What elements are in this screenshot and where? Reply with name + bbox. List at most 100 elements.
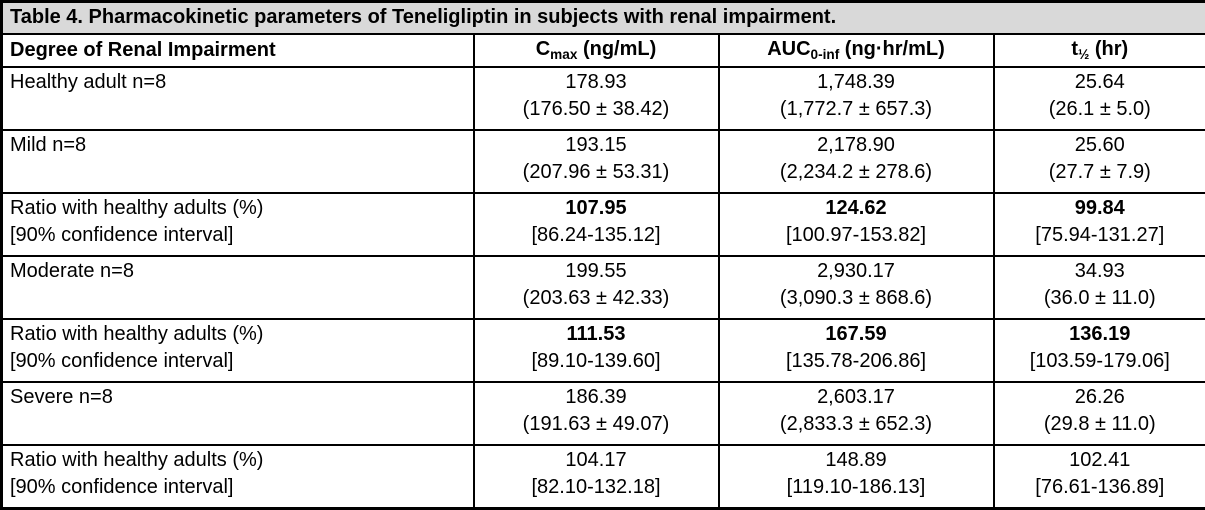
table-row: Ratio with healthy adults (%) [90% confi… [2, 445, 1205, 509]
cmax-value-cell: 178.93 (176.50 ± 38.42) [474, 67, 719, 130]
auc-value-cell: 167.59 [135.78-206.86] [719, 319, 994, 382]
cmax-pre: C [536, 38, 550, 60]
column-header-cmax: Cmax (ng/mL) [474, 34, 719, 67]
column-header-thalf: t½ (hr) [994, 34, 1205, 67]
cmax-value-cell: 107.95 [86.24-135.12] [474, 193, 719, 256]
auc-range: [119.10-186.13] [726, 474, 987, 501]
auc-value-cell: 124.62 [100.97-153.82] [719, 193, 994, 256]
auc-range: (2,833.3 ± 652.3) [726, 411, 987, 438]
cmax-range: (191.63 ± 49.07) [481, 411, 712, 438]
auc-value-cell: 148.89 [119.10-186.13] [719, 445, 994, 509]
auc-value: 2,930.17 [726, 258, 987, 285]
auc-unit: (ng·hr/mL) [839, 38, 945, 60]
cmax-range: (207.96 ± 53.31) [481, 159, 712, 186]
thalf-value-cell: 25.64 (26.1 ± 5.0) [994, 67, 1205, 130]
auc-value-cell: 1,748.39 (1,772.7 ± 657.3) [719, 67, 994, 130]
cmax-value: 111.53 [481, 321, 712, 348]
auc-value-cell: 2,603.17 (2,833.3 ± 652.3) [719, 382, 994, 445]
row-label-cell: Healthy adult n=8 [2, 67, 474, 130]
cmax-value: 107.95 [481, 195, 712, 222]
cmax-range: (203.63 ± 42.33) [481, 285, 712, 312]
row-label-line1: Moderate n=8 [10, 258, 467, 285]
row-label-cell: Severe n=8 [2, 382, 474, 445]
cmax-value-cell: 186.39 (191.63 ± 49.07) [474, 382, 719, 445]
auc-value: 124.62 [726, 195, 987, 222]
cmax-value: 186.39 [481, 384, 712, 411]
thalf-value-cell: 99.84 [75.94-131.27] [994, 193, 1205, 256]
thalf-range: [103.59-179.06] [1001, 348, 1200, 375]
thalf-range: [75.94-131.27] [1001, 222, 1200, 249]
auc-value: 148.89 [726, 447, 987, 474]
row-label-line2: [90% confidence interval] [10, 222, 467, 249]
row-label-line1: Severe n=8 [10, 384, 467, 411]
row-label-line1: Ratio with healthy adults (%) [10, 321, 467, 348]
cmax-range: [86.24-135.12] [481, 222, 712, 249]
cmax-value-cell: 104.17 [82.10-132.18] [474, 445, 719, 509]
auc-range: (2,234.2 ± 278.6) [726, 159, 987, 186]
table-row: Severe n=8 186.39 (191.63 ± 49.07) 2,603… [2, 382, 1205, 445]
row-label-cell: Moderate n=8 [2, 256, 474, 319]
table-row: Ratio with healthy adults (%) [90% confi… [2, 319, 1205, 382]
row-label-cell: Mild n=8 [2, 130, 474, 193]
row-label-line2: [90% confidence interval] [10, 474, 467, 501]
auc-value: 167.59 [726, 321, 987, 348]
thalf-pre: t [1071, 38, 1078, 60]
cmax-value-cell: 111.53 [89.10-139.60] [474, 319, 719, 382]
row-label-line1: Mild n=8 [10, 132, 467, 159]
thalf-range: [76.61-136.89] [1001, 474, 1200, 501]
table-row: Healthy adult n=8 178.93 (176.50 ± 38.42… [2, 67, 1205, 130]
column-header-degree: Degree of Renal Impairment [2, 34, 474, 67]
auc-range: (3,090.3 ± 868.6) [726, 285, 987, 312]
table-row: Moderate n=8 199.55 (203.63 ± 42.33) 2,9… [2, 256, 1205, 319]
auc-value: 2,178.90 [726, 132, 987, 159]
thalf-value: 25.64 [1001, 69, 1200, 96]
cmax-value: 199.55 [481, 258, 712, 285]
cmax-subscript: max [550, 47, 577, 62]
auc-pre: AUC [767, 38, 810, 60]
cmax-unit: (ng/mL) [577, 38, 656, 60]
cmax-value: 178.93 [481, 69, 712, 96]
row-label-line1: Healthy adult n=8 [10, 69, 467, 96]
auc-value-cell: 2,178.90 (2,234.2 ± 278.6) [719, 130, 994, 193]
thalf-value-cell: 25.60 (27.7 ± 7.9) [994, 130, 1205, 193]
row-label-line1: Ratio with healthy adults (%) [10, 447, 467, 474]
table-row: Mild n=8 193.15 (207.96 ± 53.31) 2,178.9… [2, 130, 1205, 193]
thalf-range: (36.0 ± 11.0) [1001, 285, 1200, 312]
table-row: Ratio with healthy adults (%) [90% confi… [2, 193, 1205, 256]
table-header-row: Degree of Renal Impairment Cmax (ng/mL) … [2, 34, 1205, 67]
thalf-value-cell: 34.93 (36.0 ± 11.0) [994, 256, 1205, 319]
cmax-value-cell: 193.15 (207.96 ± 53.31) [474, 130, 719, 193]
row-label-cell: Ratio with healthy adults (%) [90% confi… [2, 319, 474, 382]
row-label-cell: Ratio with healthy adults (%) [90% confi… [2, 193, 474, 256]
thalf-value: 26.26 [1001, 384, 1200, 411]
thalf-range: (29.8 ± 11.0) [1001, 411, 1200, 438]
auc-range: [135.78-206.86] [726, 348, 987, 375]
column-header-auc: AUC0-inf (ng·hr/mL) [719, 34, 994, 67]
thalf-value-cell: 102.41 [76.61-136.89] [994, 445, 1205, 509]
auc-range: [100.97-153.82] [726, 222, 987, 249]
auc-value-cell: 2,930.17 (3,090.3 ± 868.6) [719, 256, 994, 319]
cmax-value: 104.17 [481, 447, 712, 474]
row-label-cell: Ratio with healthy adults (%) [90% confi… [2, 445, 474, 509]
thalf-subscript: ½ [1078, 47, 1089, 62]
thalf-unit: (hr) [1089, 38, 1128, 60]
thalf-value: 136.19 [1001, 321, 1200, 348]
cmax-range: [89.10-139.60] [481, 348, 712, 375]
cmax-range: [82.10-132.18] [481, 474, 712, 501]
thalf-value-cell: 136.19 [103.59-179.06] [994, 319, 1205, 382]
table-title-row: Table 4. Pharmacokinetic parameters of T… [2, 2, 1205, 35]
thalf-value: 102.41 [1001, 447, 1200, 474]
thalf-value: 99.84 [1001, 195, 1200, 222]
thalf-value: 25.60 [1001, 132, 1200, 159]
row-label-line2: [90% confidence interval] [10, 348, 467, 375]
table-title: Table 4. Pharmacokinetic parameters of T… [2, 2, 1205, 35]
auc-value: 1,748.39 [726, 69, 987, 96]
thalf-range: (26.1 ± 5.0) [1001, 96, 1200, 123]
cmax-value: 193.15 [481, 132, 712, 159]
auc-value: 2,603.17 [726, 384, 987, 411]
auc-subscript: 0-inf [811, 47, 840, 62]
cmax-value-cell: 199.55 (203.63 ± 42.33) [474, 256, 719, 319]
thalf-range: (27.7 ± 7.9) [1001, 159, 1200, 186]
row-label-line1: Ratio with healthy adults (%) [10, 195, 467, 222]
